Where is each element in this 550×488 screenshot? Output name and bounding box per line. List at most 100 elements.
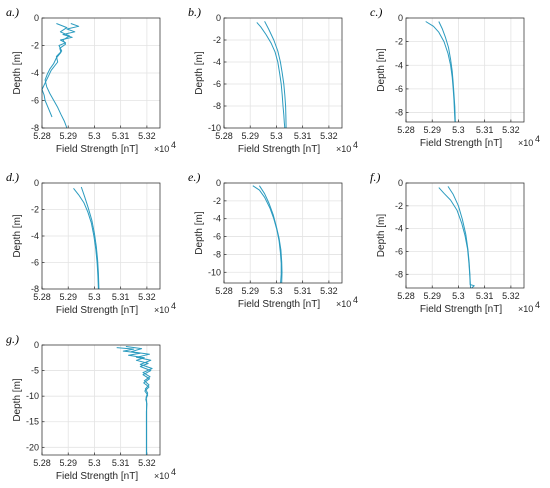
plot-area — [224, 183, 342, 283]
x-multiplier: ×10 — [154, 144, 169, 154]
y-tick-label: -8 — [213, 249, 221, 259]
x-tick-label: 5.32 — [138, 458, 156, 468]
panel-5: 5.28 5.29 5.3 5.31 5.32 0 -2 -4 -6 -8 -10 e.) Depth … — [188, 170, 358, 310]
y-axis-label: Depth [m] — [194, 211, 205, 255]
x-tick-label: 5.31 — [294, 131, 312, 141]
series-line-2 — [44, 23, 70, 129]
y-axis-label: Depth [m] — [194, 51, 205, 95]
x-tick-label: 5.3 — [88, 131, 101, 141]
series-line-2 — [264, 21, 287, 129]
panel-label: c.) — [370, 5, 382, 19]
y-tick-label: -4 — [395, 224, 403, 234]
x-tick-label: 5.31 — [476, 125, 494, 135]
y-tick-label: -15 — [26, 417, 39, 427]
y-tick-label: 0 — [398, 178, 403, 188]
x-tick-label: 5.28 — [33, 458, 51, 468]
x-tick-label: 5.28 — [397, 291, 415, 301]
y-tick-label: -6 — [213, 232, 221, 242]
x-tick-label: 5.3 — [270, 131, 283, 141]
y-tick-label: -4 — [31, 231, 39, 241]
axes-frame — [41, 17, 161, 129]
x-tick-label: 5.32 — [502, 125, 520, 135]
axes-frame — [405, 17, 525, 123]
axes-frame — [41, 182, 161, 290]
y-tick-label: -6 — [31, 96, 39, 106]
series-line-1 — [41, 23, 80, 118]
series-line-2 — [258, 185, 283, 284]
y-tick-label: 0 — [34, 178, 39, 188]
y-tick-label: 0 — [398, 13, 403, 23]
y-tick-label: -10 — [208, 123, 221, 133]
x-tick-label: 5.29 — [59, 131, 77, 141]
x-multiplier-exponent: 4 — [535, 134, 540, 144]
x-tick-label: 5.3 — [452, 291, 465, 301]
y-axis-label: Depth [m] — [12, 214, 23, 258]
x-tick-label: 5.28 — [33, 131, 51, 141]
y-tick-label: -8 — [395, 108, 403, 118]
x-axis-label: Field Strength [nT] — [238, 299, 320, 310]
y-tick-label: -2 — [31, 205, 39, 215]
x-tick-label: 5.28 — [33, 292, 51, 302]
x-tick-label: 5.31 — [476, 291, 494, 301]
x-axis-label: Field Strength [nT] — [420, 138, 502, 149]
x-multiplier: ×10 — [336, 299, 351, 309]
x-tick-label: 5.31 — [112, 131, 130, 141]
x-tick-label: 5.32 — [138, 131, 156, 141]
x-axis-label: Field Strength [nT] — [420, 304, 502, 315]
y-tick-label: 0 — [34, 13, 39, 23]
x-tick-label: 5.29 — [59, 292, 77, 302]
panel-label: d.) — [6, 170, 19, 184]
y-tick-label: -8 — [213, 101, 221, 111]
x-tick-label: 5.31 — [294, 286, 312, 296]
x-tick-label: 5.31 — [112, 458, 130, 468]
x-tick-label: 5.31 — [112, 292, 130, 302]
axes-frame — [405, 182, 525, 289]
x-multiplier: ×10 — [336, 144, 351, 154]
panel-label: e.) — [188, 170, 200, 184]
x-multiplier: ×10 — [154, 471, 169, 481]
y-tick-label: -5 — [31, 366, 39, 376]
y-tick-label: -20 — [26, 442, 39, 452]
y-tick-label: -4 — [213, 57, 221, 67]
y-tick-label: 0 — [216, 178, 221, 188]
x-multiplier: ×10 — [518, 304, 533, 314]
y-tick-label: -10 — [26, 391, 39, 401]
plot-area — [406, 18, 524, 122]
panel-label: a.) — [6, 5, 19, 19]
x-multiplier-exponent: 4 — [171, 140, 176, 150]
x-tick-label: 5.3 — [88, 292, 101, 302]
x-multiplier-exponent: 4 — [171, 301, 176, 311]
x-tick-label: 5.29 — [241, 286, 259, 296]
panel-1: 5.28 5.29 5.3 5.31 5.32 0 -2 -4 -6 -8 a.) Depth [m]… — [6, 5, 176, 155]
y-tick-label: -4 — [31, 68, 39, 78]
series-line-2 — [80, 186, 100, 290]
x-tick-label: 5.32 — [320, 286, 338, 296]
axes-frame — [41, 344, 161, 456]
panel-label: b.) — [188, 5, 201, 19]
x-tick-label: 5.32 — [138, 292, 156, 302]
y-tick-label: -2 — [213, 35, 221, 45]
panel-4: 5.28 5.29 5.3 5.31 5.32 0 -2 -4 -6 -8 d.) Depth [m]… — [6, 170, 176, 316]
x-multiplier-exponent: 4 — [353, 140, 358, 150]
panel-label: f.) — [370, 170, 380, 184]
panel-3: 5.28 5.29 5.3 5.31 5.32 0 -2 -4 -6 -8 c.) Depth [m]… — [370, 5, 540, 149]
x-axis-label: Field Strength [nT] — [56, 471, 138, 482]
x-axis-label: Field Strength [nT] — [56, 144, 138, 155]
y-tick-label: -4 — [213, 214, 221, 224]
y-tick-label: 0 — [34, 340, 39, 350]
panel-label: g.) — [6, 332, 19, 346]
x-tick-label: 5.3 — [452, 125, 465, 135]
y-axis-label: Depth [m] — [12, 378, 23, 422]
y-tick-label: -8 — [395, 269, 403, 279]
y-tick-label: -4 — [395, 60, 403, 70]
y-tick-label: -2 — [395, 37, 403, 47]
x-tick-label: 5.29 — [59, 458, 77, 468]
y-tick-label: -2 — [395, 201, 403, 211]
x-tick-label: 5.28 — [215, 131, 233, 141]
x-multiplier-exponent: 4 — [535, 300, 540, 310]
y-tick-label: -6 — [213, 79, 221, 89]
y-tick-label: -8 — [31, 123, 39, 133]
x-multiplier: ×10 — [518, 138, 533, 148]
panel-7: 5.28 5.29 5.3 5.31 5.32 0 -5 -10 -15 -20 g.) Depth … — [6, 332, 176, 482]
